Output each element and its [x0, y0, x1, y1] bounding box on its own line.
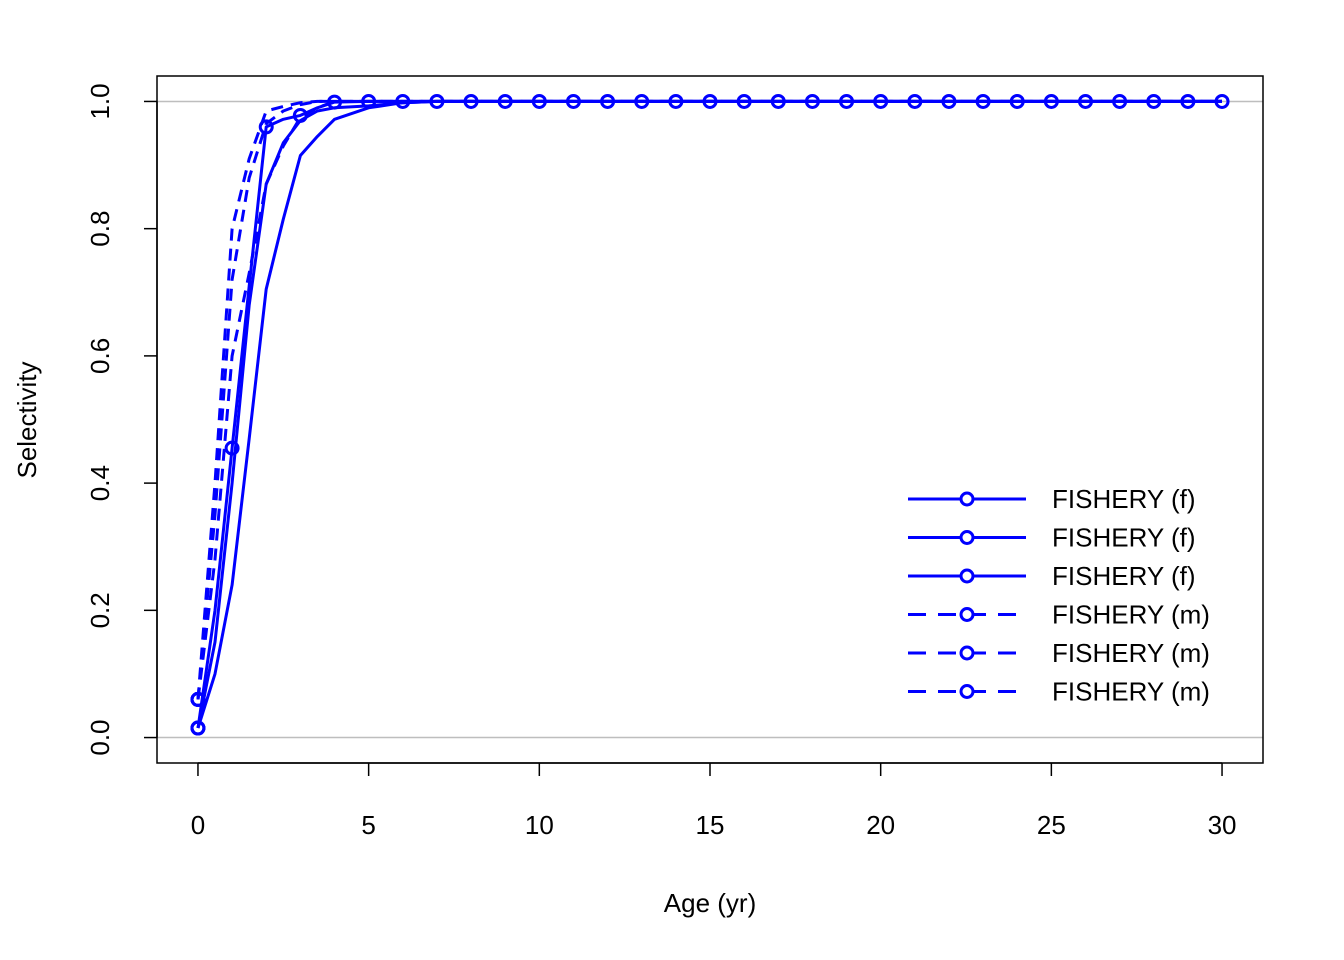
legend: FISHERY (f) FISHERY (f) FISHERY (f) FISHERY… — [908, 484, 1210, 707]
data-point — [190, 691, 206, 707]
x-tick-label: 25 — [1037, 810, 1066, 840]
y-tick-label: 0.6 — [85, 338, 115, 374]
data-point — [258, 119, 274, 135]
x-tick-label: 0 — [191, 810, 205, 840]
legend-marker — [959, 684, 975, 699]
legend-label: FISHERY (f) — [1052, 561, 1196, 591]
legend-marker — [959, 645, 975, 661]
y-tick-label: 0.8 — [85, 211, 115, 247]
y-axis-label: Selectivity — [12, 361, 42, 478]
series-3 — [196, 99, 1222, 729]
legend-label: FISHERY (f) — [1052, 484, 1196, 514]
series-layer — [190, 93, 1230, 736]
legend-item: FISHERY (f) — [908, 484, 1196, 514]
legend-label: FISHERY (m) — [1052, 600, 1210, 630]
x-axis: 0 5 10 15 20 25 30 — [191, 762, 1237, 840]
y-tick-label: 0.0 — [85, 719, 115, 755]
legend-item: FISHERY (m) — [908, 677, 1210, 707]
y-tick-label: 0.2 — [85, 592, 115, 628]
legend-item: FISHERY (f) — [908, 523, 1196, 553]
legend-label: FISHERY (m) — [1052, 638, 1210, 668]
legend-item: FISHERY (f) — [908, 561, 1196, 591]
series-line — [196, 99, 1222, 729]
legend-label: FISHERY (m) — [1052, 677, 1210, 707]
series-2 — [196, 99, 1222, 729]
y-axis: 0.0 0.2 0.4 0.6 0.8 1.0 — [85, 83, 158, 756]
x-tick-label: 20 — [866, 810, 895, 840]
x-tick-label: 30 — [1208, 810, 1237, 840]
y-tick-label: 0.4 — [85, 465, 115, 501]
x-tick-label: 5 — [361, 810, 375, 840]
legend-item: FISHERY (m) — [908, 600, 1210, 630]
data-point — [224, 440, 240, 456]
data-point — [190, 720, 206, 736]
x-axis-label: Age (yr) — [664, 888, 756, 918]
legend-item: FISHERY (m) — [908, 638, 1210, 668]
y-tick-label: 1.0 — [85, 83, 115, 119]
legend-marker — [959, 607, 975, 622]
legend-marker — [959, 530, 975, 545]
legend-marker — [959, 568, 975, 584]
series-line — [196, 99, 1222, 700]
series-line — [196, 99, 1222, 729]
series-6 — [196, 99, 1222, 700]
x-tick-label: 10 — [525, 810, 554, 840]
x-tick-label: 15 — [696, 810, 725, 840]
legend-label: FISHERY (f) — [1052, 523, 1196, 553]
series-line — [196, 99, 1222, 729]
legend-marker — [959, 491, 975, 507]
